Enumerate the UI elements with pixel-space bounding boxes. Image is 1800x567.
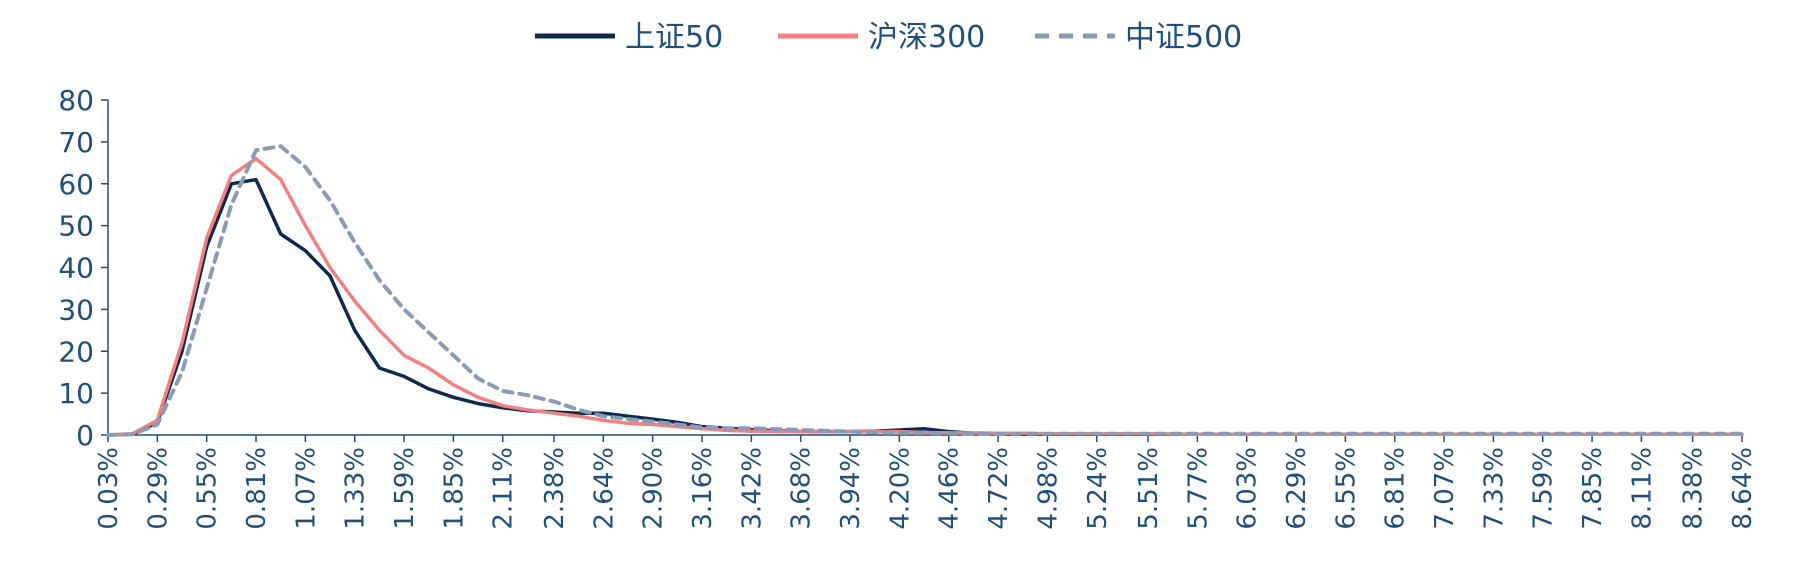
x-tick-label: 5.24%: [1083, 447, 1113, 530]
series-line-1: [106, 156, 1744, 437]
y-tick-label: 70: [58, 126, 94, 159]
x-tick-label: 7.85%: [1578, 447, 1608, 530]
x-tick-label: 8.38%: [1679, 447, 1709, 530]
y-tick-label: 40: [58, 252, 94, 285]
y-tick-label: 80: [58, 84, 94, 117]
plot-area: [106, 144, 1744, 437]
x-tick-label: 4.72%: [984, 447, 1014, 530]
x-tick-label: 1.33%: [341, 447, 371, 530]
x-tick-label: 7.33%: [1479, 447, 1509, 530]
x-tick-label: 2.38%: [540, 447, 570, 530]
x-tick-label: 1.59%: [390, 447, 420, 530]
x-tick-label: 6.81%: [1381, 447, 1411, 530]
legend-label-1: 沪深300: [868, 20, 985, 55]
x-tick-label: 5.77%: [1183, 447, 1213, 530]
y-axis: 0 10 20 30 40 50 60 70 80: [58, 84, 109, 452]
x-tick-label: 6.03%: [1233, 447, 1263, 530]
x-tick-label: 0.29%: [143, 447, 173, 530]
x-tick-label: 3.16%: [688, 447, 718, 530]
x-tick-label: 3.68%: [787, 447, 817, 530]
x-tick-label: 8.11%: [1627, 447, 1657, 530]
x-tick-label: 2.11%: [489, 447, 519, 530]
series-line-2: [106, 144, 1744, 437]
x-tick-label: 1.85%: [439, 447, 469, 530]
x-tick-label: 5.51%: [1134, 447, 1164, 530]
legend-label-0: 上证50: [625, 20, 723, 55]
x-tick-label: 2.90%: [639, 447, 669, 530]
x-tick-label: 7.59%: [1529, 447, 1559, 530]
y-tick-label: 0: [76, 419, 94, 452]
x-tick-label: 4.46%: [935, 447, 965, 530]
x-tick-label: 0.55%: [193, 447, 223, 530]
x-tick-label: 8.64%: [1728, 447, 1758, 530]
x-tick-label: 1.07%: [291, 447, 321, 530]
x-tick-label: 7.07%: [1430, 447, 1460, 530]
x-tick-label: 0.03%: [94, 447, 124, 530]
y-tick-label: 20: [58, 335, 94, 368]
y-tick-label: 30: [58, 293, 94, 326]
x-tick-label: 3.94%: [836, 447, 866, 530]
x-tick-label: 0.81%: [242, 447, 272, 530]
x-tick-label: 4.98%: [1033, 447, 1063, 530]
x-axis: 0.03% 0.29% 0.55% 0.81% 1.07% 1.33% 1.59% 1.85%…: [94, 434, 1758, 530]
y-tick-label: 50: [58, 210, 94, 243]
x-tick-label: 4.20%: [885, 447, 915, 530]
x-tick-label: 6.55%: [1331, 447, 1361, 530]
y-tick-label: 60: [58, 168, 94, 201]
legend: 上证50 沪深300 中证500: [535, 20, 1242, 55]
x-tick-label: 3.42%: [737, 447, 767, 530]
y-tick-label: 10: [58, 377, 94, 410]
x-tick-label: 2.64%: [589, 447, 619, 530]
x-tick-label: 6.29%: [1282, 447, 1312, 530]
legend-label-2: 中证500: [1125, 20, 1242, 55]
series-line-0: [106, 177, 1744, 437]
